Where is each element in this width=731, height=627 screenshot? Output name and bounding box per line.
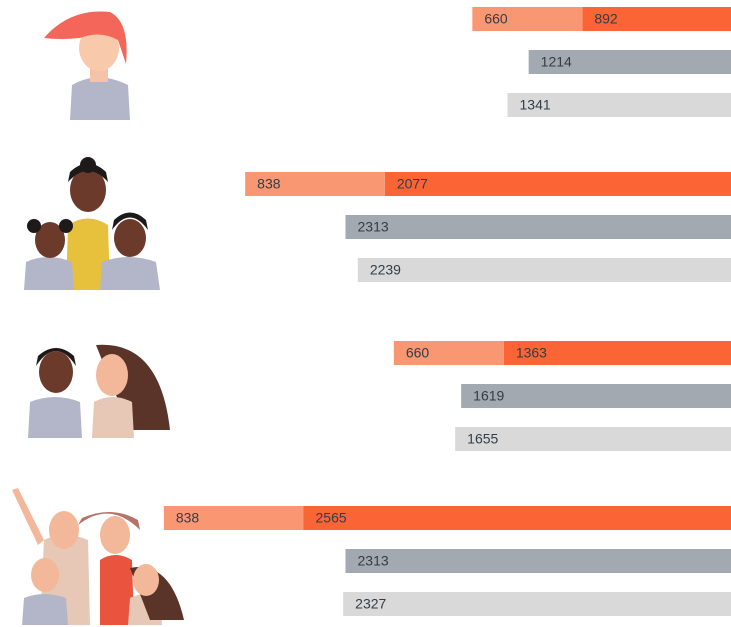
bar xyxy=(346,549,731,573)
value-label: 2313 xyxy=(358,553,389,569)
value-label: 2565 xyxy=(316,510,347,526)
value-label: 2313 xyxy=(358,219,389,235)
person-group-2 xyxy=(24,157,160,290)
value-label: 1214 xyxy=(541,54,572,70)
value-label: 1655 xyxy=(467,431,498,447)
bar xyxy=(346,215,731,239)
bar xyxy=(304,506,731,530)
person-group-4 xyxy=(12,488,184,625)
person-1 xyxy=(44,12,130,120)
value-label: 660 xyxy=(406,345,430,361)
value-label: 660 xyxy=(484,11,508,27)
value-label: 2239 xyxy=(370,262,401,278)
illustrations xyxy=(12,12,184,625)
value-label: 1341 xyxy=(520,97,551,113)
bar xyxy=(385,172,731,196)
chart: 892 660 1214 1341 2077 838 2313 2239 1363 660 1619… xyxy=(0,0,731,627)
person-group-3 xyxy=(28,345,170,438)
value-label: 838 xyxy=(176,510,200,526)
bar xyxy=(358,258,731,282)
value-label: 1363 xyxy=(516,345,547,361)
value-label: 2327 xyxy=(355,596,386,612)
value-label: 892 xyxy=(594,11,618,27)
bar xyxy=(343,592,731,616)
value-label: 1619 xyxy=(473,388,504,404)
value-label: 2077 xyxy=(397,176,428,192)
value-label: 838 xyxy=(257,176,281,192)
